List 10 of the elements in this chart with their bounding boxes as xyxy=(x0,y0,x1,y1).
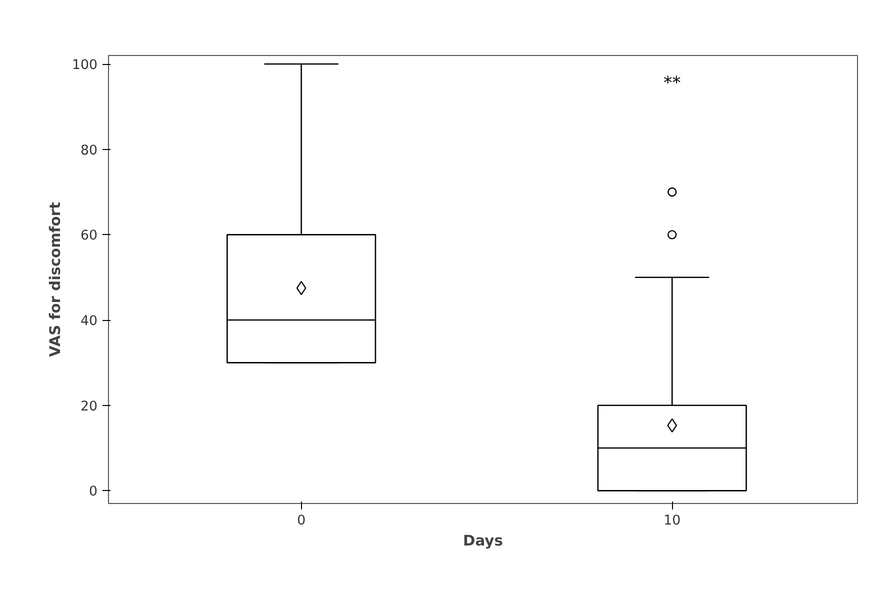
x-tick-label: 10 xyxy=(664,514,681,528)
y-tick-label: 80 xyxy=(80,143,98,158)
y-tick-label: 40 xyxy=(80,314,98,330)
annotation: ** xyxy=(663,74,682,94)
y-tick-label: 60 xyxy=(80,228,98,244)
y-axis-title: VAS for discomfort xyxy=(47,202,64,358)
y-tick-label: 100 xyxy=(72,58,98,74)
y-tick-label: 0 xyxy=(89,484,98,500)
y-tick-label: 20 xyxy=(80,399,98,414)
x-axis-title: Days xyxy=(463,532,504,550)
